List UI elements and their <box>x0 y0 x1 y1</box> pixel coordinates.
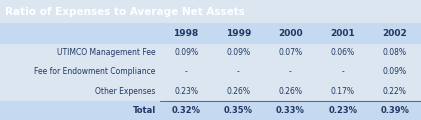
Text: -: - <box>185 67 187 76</box>
Text: Fee for Endowment Compliance: Fee for Endowment Compliance <box>35 67 156 76</box>
Text: UTIMCO Management Fee: UTIMCO Management Fee <box>57 48 156 57</box>
Text: 0.07%: 0.07% <box>278 48 303 57</box>
Text: 0.22%: 0.22% <box>383 87 407 96</box>
Text: 0.09%: 0.09% <box>226 48 250 57</box>
Bar <box>0 101 421 120</box>
Text: 2002: 2002 <box>383 29 407 38</box>
Text: 0.35%: 0.35% <box>224 106 253 115</box>
Text: Ratio of Expenses to Average Net Assets: Ratio of Expenses to Average Net Assets <box>5 7 245 17</box>
Text: 1998: 1998 <box>173 29 199 38</box>
Text: 2001: 2001 <box>330 29 355 38</box>
Text: -: - <box>237 67 240 76</box>
Text: -: - <box>289 67 292 76</box>
Text: 0.06%: 0.06% <box>330 48 355 57</box>
Text: 0.23%: 0.23% <box>328 106 357 115</box>
Text: 1999: 1999 <box>226 29 251 38</box>
Text: 0.26%: 0.26% <box>278 87 303 96</box>
Text: 0.09%: 0.09% <box>383 67 407 76</box>
Text: 0.39%: 0.39% <box>381 106 409 115</box>
Text: 0.17%: 0.17% <box>330 87 355 96</box>
Text: 0.32%: 0.32% <box>172 106 200 115</box>
Text: 2000: 2000 <box>278 29 303 38</box>
Bar <box>0 23 421 43</box>
Text: 0.33%: 0.33% <box>276 106 305 115</box>
Text: 0.08%: 0.08% <box>383 48 407 57</box>
Text: 0.26%: 0.26% <box>226 87 250 96</box>
Text: Other Expenses: Other Expenses <box>96 87 156 96</box>
Text: -: - <box>341 67 344 76</box>
Text: 0.23%: 0.23% <box>174 87 198 96</box>
Text: Total: Total <box>133 106 156 115</box>
Text: 0.09%: 0.09% <box>174 48 198 57</box>
